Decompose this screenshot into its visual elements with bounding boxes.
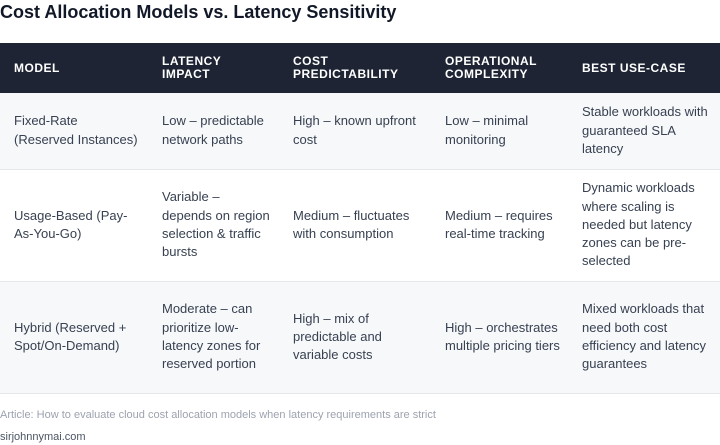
cell-cost-predictability: High – known upfront cost [279,93,431,170]
header-latency-impact: LATENCY IMPACT [162,54,222,81]
article-caption: Article: How to evaluate cloud cost allo… [0,409,436,421]
cell-best-use-case: Dynamic workloads where scaling is neede… [568,169,720,282]
page-title: Cost Allocation Models vs. Latency Sensi… [0,2,397,22]
cell-model: Fixed-Rate (Reserved Instances) [0,93,148,170]
cell-latency-impact: Moderate – can prioritize low-latency zo… [148,281,279,394]
header-model: MODEL [14,60,60,75]
source-link[interactable]: sirjohnnymai.com [0,431,86,443]
table-row: Hybrid (Reserved + Spot/On-Demand) Moder… [0,281,720,394]
table-row: Fixed-Rate (Reserved Instances) Low – pr… [0,93,720,170]
cell-cost-predictability: High – mix of predictable and variable c… [279,281,431,394]
cell-latency-impact: Low – predictable network paths [148,93,279,170]
cell-operational-complexity: Medium – requires real-time tracking [431,169,568,282]
cell-model: Hybrid (Reserved + Spot/On-Demand) [0,281,148,394]
cell-operational-complexity: High – orchestrates multiple pricing tie… [431,281,568,394]
header-cost-predictability: COST PREDICTABILITY [293,54,399,81]
cell-operational-complexity: Low – minimal monitoring [431,93,568,170]
header-best-use-case: BEST USE-CASE [582,60,686,75]
header-operational-complexity: OPERATIONAL COMPLEXITY [445,54,537,81]
cell-best-use-case: Mixed workloads that need both cost effi… [568,281,720,394]
cell-model: Usage-Based (Pay-As-You-Go) [0,169,148,282]
cell-latency-impact: Variable – depends on region selection &… [148,169,279,282]
comparison-table: MODEL LATENCY IMPACT COST PREDICTABILITY… [0,43,720,394]
cell-cost-predictability: Medium – fluctuates with consumption [279,169,431,282]
cell-best-use-case: Stable workloads with guaranteed SLA lat… [568,93,720,170]
table-row: Usage-Based (Pay-As-You-Go) Variable – d… [0,169,720,282]
table-header-row: MODEL LATENCY IMPACT COST PREDICTABILITY… [0,43,720,93]
